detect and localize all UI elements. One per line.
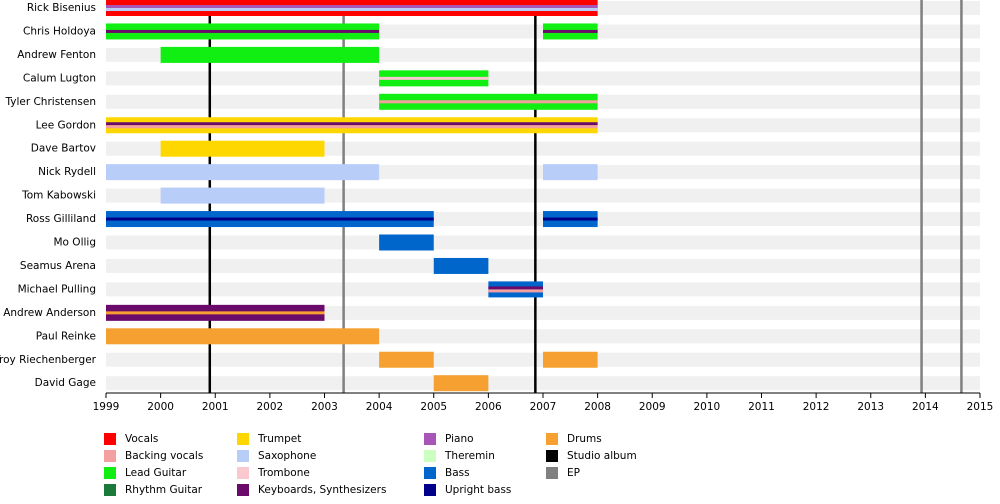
- role-stripe: [543, 29, 598, 33]
- legend-label: Studio album: [567, 450, 637, 462]
- x-tick-label: 2006: [475, 401, 502, 413]
- legend-swatch: [237, 467, 249, 479]
- role-stripe: [379, 100, 598, 104]
- membership-bar: [160, 46, 380, 63]
- x-tick-label: 2004: [366, 401, 393, 413]
- role-stripe: [106, 217, 434, 221]
- x-tick-label: 2000: [147, 401, 174, 413]
- legend-swatch: [237, 450, 249, 462]
- membership-bar: [160, 187, 325, 204]
- member-name: Lee Gordon: [36, 119, 96, 131]
- x-tick-label: 2009: [639, 401, 666, 413]
- membership-bar: [379, 234, 434, 251]
- legend-label: Upright bass: [445, 484, 511, 496]
- member-name: Andrew Anderson: [3, 307, 96, 319]
- legend-label: Trumpet: [257, 433, 301, 445]
- legend-label: Lead Guitar: [125, 467, 187, 479]
- legend-label: Trombone: [257, 467, 310, 479]
- membership-bar: [433, 257, 489, 274]
- x-tick-label: 2012: [803, 401, 830, 413]
- legend-swatch: [546, 467, 558, 479]
- legend-label: Theremin: [444, 450, 495, 462]
- legend-swatch: [237, 433, 249, 445]
- role-stripe: [106, 8, 598, 11]
- row-band: [106, 235, 980, 250]
- role-stripe: [379, 76, 489, 80]
- legend-label: Piano: [445, 433, 474, 445]
- role-stripe: [106, 311, 325, 315]
- row-band: [106, 71, 980, 86]
- x-tick-label: 2001: [202, 401, 229, 413]
- member-name: Nick Rydell: [38, 166, 96, 178]
- legend-swatch: [424, 484, 436, 496]
- legend-swatch: [104, 467, 116, 479]
- member-name: Ross Gilliland: [26, 213, 96, 225]
- x-tick-label: 2003: [311, 401, 338, 413]
- legend-swatch: [237, 484, 249, 496]
- member-name: Tom Kabowski: [21, 190, 96, 202]
- legend-swatch: [104, 450, 116, 462]
- role-stripe: [106, 29, 380, 33]
- legend-swatch: [424, 467, 436, 479]
- legend-label: Vocals: [125, 433, 158, 445]
- member-name: Paul Reinke: [36, 330, 96, 342]
- membership-bar: [543, 164, 598, 181]
- x-tick-label: 2013: [857, 401, 884, 413]
- membership-bar: [543, 351, 598, 368]
- x-tick-label: 2011: [748, 401, 775, 413]
- role-stripe: [106, 122, 598, 126]
- legend-swatch: [424, 433, 436, 445]
- member-name: Rick Bisenius: [27, 2, 96, 14]
- role-stripe: [106, 125, 598, 129]
- x-tick-label: 2002: [257, 401, 284, 413]
- membership-bar: [106, 328, 380, 345]
- membership-bar: [160, 140, 325, 157]
- membership-bar: [433, 375, 489, 392]
- member-name: Michael Pulling: [18, 283, 96, 295]
- legend-swatch: [546, 433, 558, 445]
- x-tick-label: 2007: [530, 401, 557, 413]
- role-stripe: [106, 5, 598, 8]
- role-stripe: [488, 289, 543, 293]
- x-tick-label: 2014: [912, 401, 939, 413]
- legend-swatch: [104, 484, 116, 496]
- legend-label: Bass: [445, 467, 470, 479]
- member-name: Andrew Fenton: [17, 49, 96, 61]
- x-tick-label: 2015: [967, 401, 994, 413]
- x-tick-label: 2005: [420, 401, 447, 413]
- membership-bar: [379, 351, 434, 368]
- legend-label: Keyboards, Synthesizers: [258, 484, 386, 496]
- x-tick-label: 2008: [584, 401, 611, 413]
- member-name: Troy Riechenberger: [0, 354, 97, 366]
- row-band: [106, 376, 980, 391]
- member-name: Mo Ollig: [53, 237, 96, 249]
- role-stripe: [543, 217, 598, 221]
- x-tick-label: 2010: [694, 401, 721, 413]
- legend-swatch: [546, 450, 558, 462]
- membership-bar: [106, 164, 380, 181]
- member-name: Chris Holdoya: [23, 25, 96, 37]
- member-name: Dave Bartov: [31, 143, 96, 155]
- legend-swatch: [424, 450, 436, 462]
- row-band: [106, 258, 980, 273]
- member-name: Calum Lugton: [23, 72, 96, 84]
- legend-label: Drums: [567, 433, 602, 445]
- member-name: Seamus Arena: [20, 260, 96, 272]
- legend-label: Saxophone: [258, 450, 316, 462]
- legend-label: Rhythm Guitar: [125, 484, 203, 496]
- legend-swatch: [104, 433, 116, 445]
- legend-label: EP: [567, 467, 580, 479]
- role-stripe: [488, 286, 543, 290]
- member-name: Tyler Christensen: [4, 96, 96, 108]
- member-name: David Gage: [35, 377, 96, 389]
- x-tick-label: 1999: [93, 401, 120, 413]
- legend-label: Backing vocals: [125, 450, 203, 462]
